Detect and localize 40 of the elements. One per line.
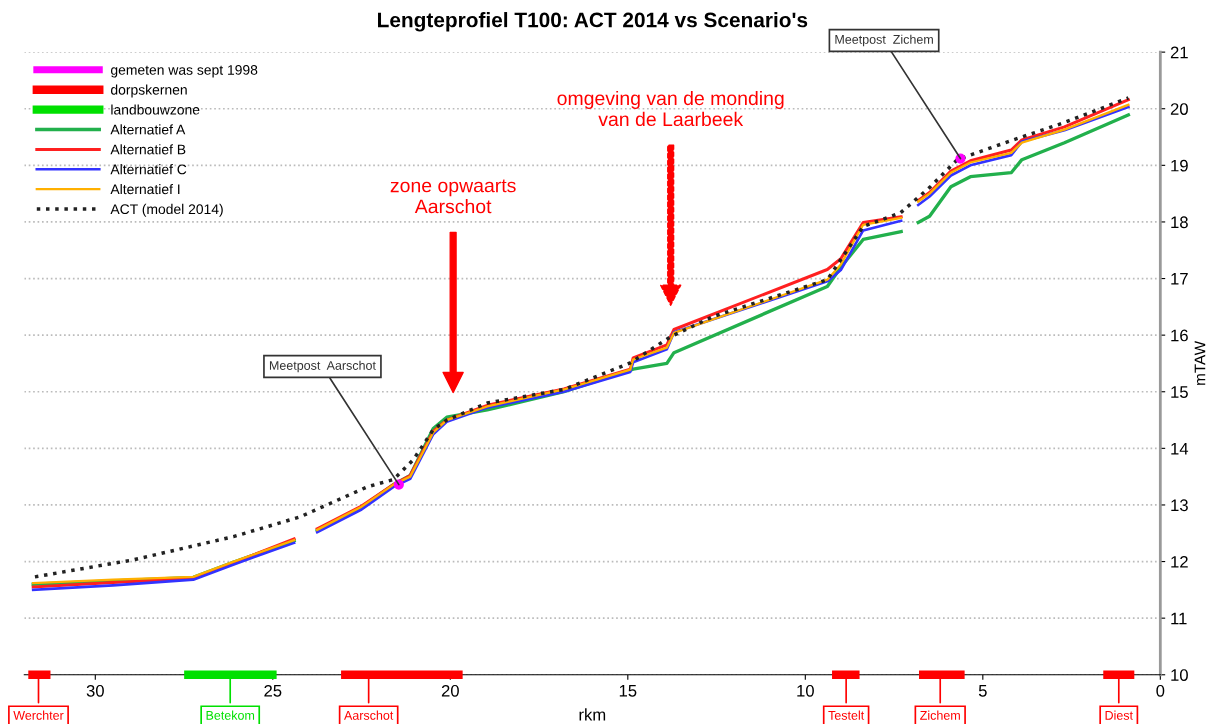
y-tick-label: 11 xyxy=(1171,612,1187,625)
y-tick-label: 19 xyxy=(1171,159,1188,172)
legend-label: Alternatief C xyxy=(110,164,187,175)
annotation: Diest xyxy=(1105,710,1133,720)
y-tick-label: 16 xyxy=(1171,329,1188,342)
annotation: Werchter xyxy=(13,710,64,720)
annotation: Meetpost Aarschot xyxy=(269,360,376,373)
y-tick-label: 10 xyxy=(1171,669,1188,681)
y-tick-label: 18 xyxy=(1171,216,1188,229)
legend-label: dorpskernen xyxy=(110,84,187,98)
x-tick-label: 0 xyxy=(1156,684,1165,697)
legend-label: landbouwzone xyxy=(111,104,200,115)
chart-title: Lengteprofiel T100: ACT 2014 vs Scenario's xyxy=(378,12,808,32)
y-tick-label: 13 xyxy=(1171,499,1188,512)
legend-label: ACT (model 2014) xyxy=(110,203,223,217)
annotation: Betekom xyxy=(206,710,255,720)
annotation: Meetpost Zichem xyxy=(835,34,933,47)
x-tick-label: 15 xyxy=(619,685,637,697)
x-tick-label: 25 xyxy=(264,684,282,697)
x-axis-title: rkm xyxy=(579,708,606,721)
annotation: Aarschot xyxy=(344,710,394,720)
y-tick-label: 17 xyxy=(1171,273,1188,285)
annotation: zone opwaarts Aarschot xyxy=(390,179,516,214)
y-tick-label: 15 xyxy=(1171,386,1188,398)
legend-label: gemeten was sept 1998 xyxy=(110,64,258,78)
x-tick-label: 10 xyxy=(797,684,814,697)
x-tick-label: 30 xyxy=(86,684,104,697)
y-tick-label: 20 xyxy=(1170,103,1188,115)
y-axis-title: mTAW xyxy=(1194,341,1206,385)
legend-label: Alternatief I xyxy=(110,183,180,195)
y-tick-label: 14 xyxy=(1171,442,1189,455)
legend-label: Alternatief A xyxy=(110,124,186,135)
x-tick-label: 5 xyxy=(978,685,987,697)
y-tick-label: 12 xyxy=(1171,555,1188,568)
y-tick-label: 21 xyxy=(1170,46,1188,59)
x-tick-label: 20 xyxy=(441,684,459,697)
annotation: omgeving van de monding van de Laarbeek xyxy=(557,90,784,127)
annotation: Zichem xyxy=(920,710,960,720)
annotation: Testelt xyxy=(828,710,865,720)
legend-label: Alternatief B xyxy=(110,144,186,155)
